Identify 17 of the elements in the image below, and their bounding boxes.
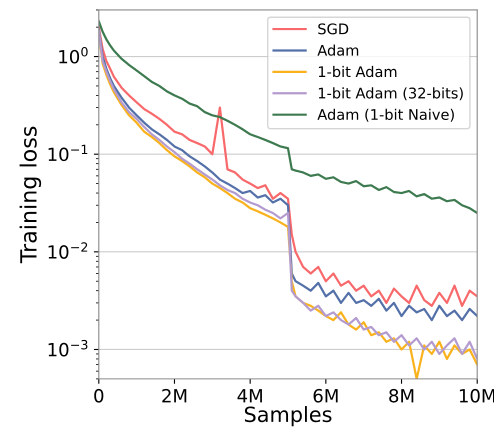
y-tick-label: 10$^{−1}$ bbox=[48, 144, 88, 162]
x-tick-label: 2M bbox=[162, 388, 186, 402]
legend-label: 1-bit Adam bbox=[318, 66, 396, 78]
y-tick-label: 10$^{0}$ bbox=[59, 46, 88, 64]
x-tick-label: 8M bbox=[389, 388, 414, 403]
x-axis-title: Samples bbox=[244, 406, 332, 426]
x-tick-label: 6M bbox=[314, 388, 338, 403]
y-tick-label: 10$^{−3}$ bbox=[48, 340, 88, 356]
legend-label: 1-bit Adam (32-bits) bbox=[318, 87, 463, 100]
legend-label: Adam bbox=[317, 44, 358, 56]
x-tick-label: 0 bbox=[94, 388, 104, 403]
y-axis-title: Training loss bbox=[20, 126, 42, 264]
legend-label: Adam (1-bit Naive) bbox=[317, 108, 454, 122]
y-tick-label: 10$^{−2}$ bbox=[48, 242, 88, 259]
x-tick-label: 4M bbox=[238, 389, 262, 402]
line-series bbox=[98, 20, 478, 214]
legend-label: SGD bbox=[318, 23, 348, 34]
